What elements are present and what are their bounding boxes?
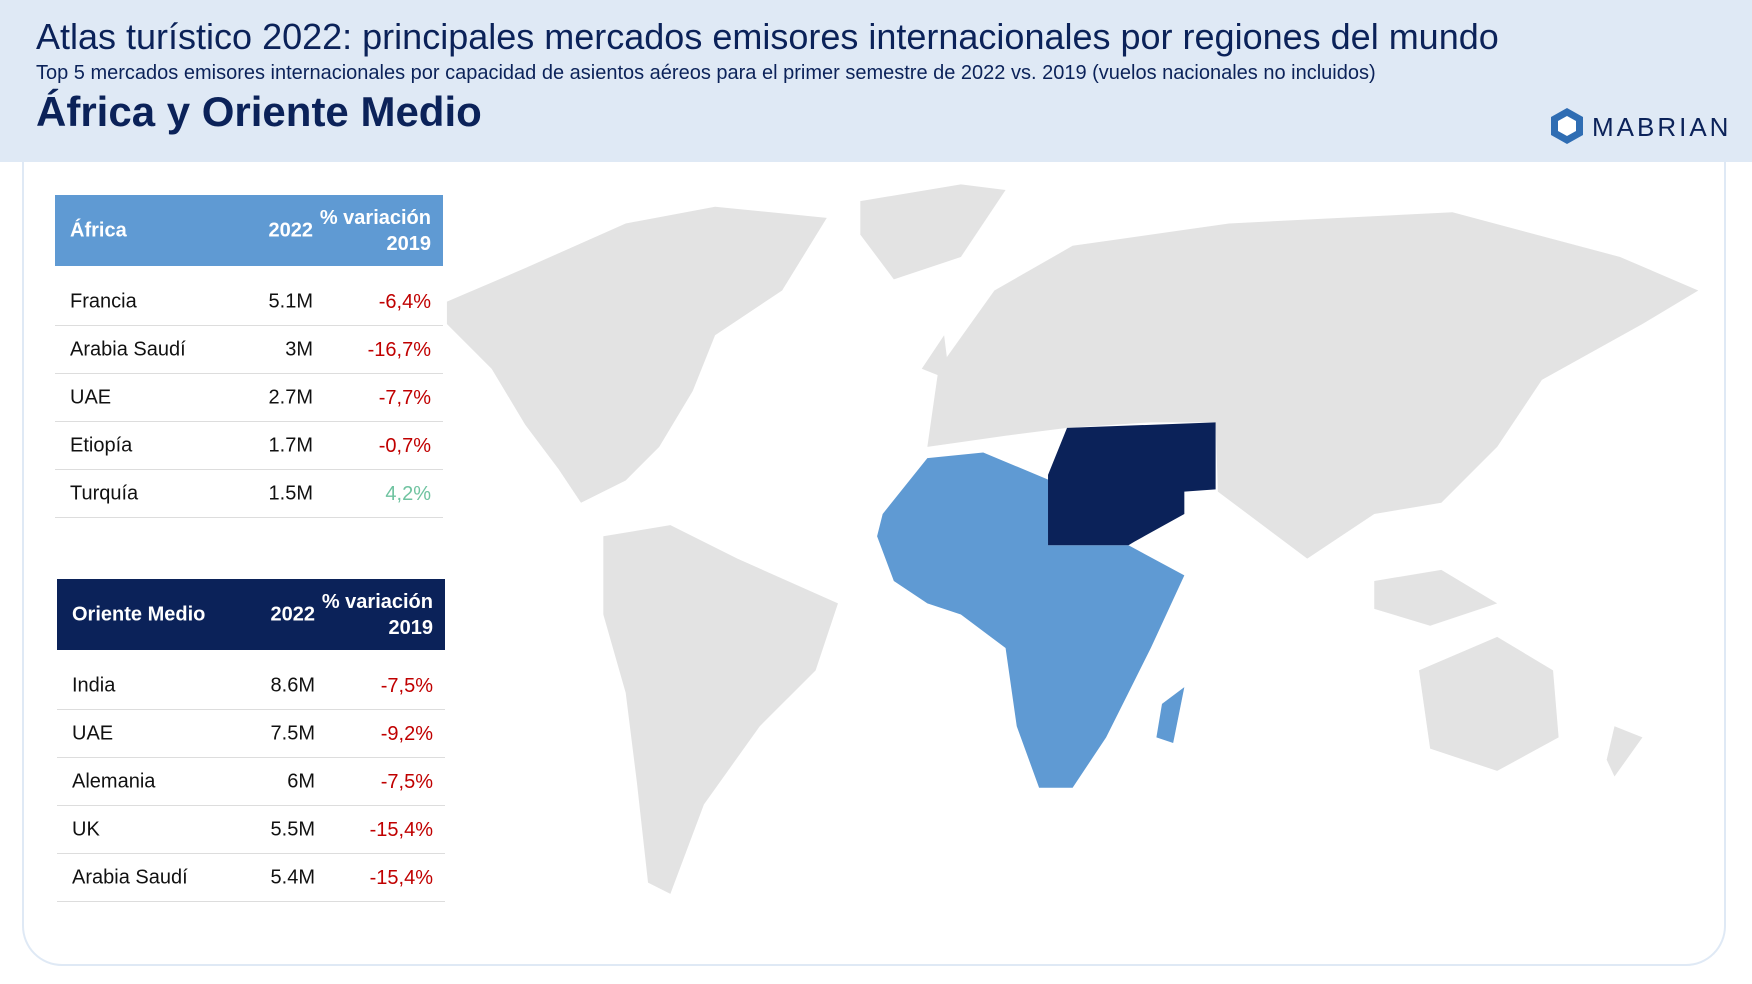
cell: -15,4% — [369, 818, 433, 841]
header-cell: África — [70, 219, 127, 241]
table-header: Oriente Medio 2022% variación 2019 — [57, 579, 445, 650]
cell: -7,7% — [378, 386, 431, 409]
table-row: Francia 5.1M -6,4% — [55, 278, 443, 326]
header-cell: 2022 — [268, 219, 314, 241]
cell: -7,5% — [380, 674, 433, 697]
cell: UAE — [70, 386, 112, 408]
cell: Etiopía — [70, 434, 133, 456]
cell: Francia — [70, 290, 137, 312]
cell: 5.1M — [268, 290, 313, 312]
cell: 8.6M — [270, 674, 315, 696]
cell: -0,7% — [378, 434, 431, 457]
logo-icon — [1551, 108, 1583, 144]
header-cell: % variación 2019 — [319, 206, 431, 255]
table-row: UK 5.5M -15,4% — [57, 806, 445, 854]
region-title: África y Oriente Medio — [36, 88, 482, 135]
cell: 5.4M — [270, 866, 315, 888]
cell: 1.7M — [268, 434, 313, 456]
card — [22, 150, 1726, 966]
title: Atlas turístico 2022: principales mercad… — [36, 16, 1499, 57]
cell: -6,4% — [378, 290, 431, 313]
table-row: UAE 7.5M -9,2% — [57, 710, 445, 758]
header-cell: 2022 — [270, 603, 316, 625]
cell: 1.5M — [268, 482, 313, 504]
header — [0, 0, 1752, 162]
table-row: Arabia Saudí 5.4M -15,4% — [57, 854, 445, 902]
cell: UK — [72, 818, 100, 840]
table-africa: África 2022% variación 2019 Francia 5.1M -6,… — [55, 195, 443, 518]
table-row: Turquía 1.5M 4,2% — [55, 470, 443, 518]
table-row: UAE 2.7M -7,7% — [55, 374, 443, 422]
header-cell: Oriente Medio — [72, 603, 206, 625]
table-row: Alemania 6M -7,5% — [57, 758, 445, 806]
table-middle-east: Oriente Medio 2022% variación 2019 India 8.… — [57, 579, 445, 902]
cell: Arabia Saudí — [72, 866, 188, 888]
cell: 6M — [287, 770, 315, 792]
cell: Arabia Saudí — [70, 338, 186, 360]
cell: -15,4% — [369, 866, 433, 889]
cell: 4,2% — [385, 482, 431, 505]
cell: Turquía — [70, 482, 139, 504]
cell: -7,5% — [380, 770, 433, 793]
table-row: Etiopía 1.7M -0,7% — [55, 422, 443, 470]
logo: MABRIAN — [1592, 112, 1732, 142]
header-cell: % variación 2019 — [321, 590, 433, 639]
cell: 5.5M — [270, 818, 315, 840]
cell: India — [72, 674, 116, 696]
cell: -16,7% — [367, 338, 431, 361]
cell: Alemania — [72, 770, 156, 792]
cell: 3M — [285, 338, 313, 360]
subtitle: Top 5 mercados emisores internacionales … — [36, 62, 1376, 84]
cell: UAE — [72, 722, 114, 744]
cell: 2.7M — [268, 386, 313, 408]
table-row: India 8.6M -7,5% — [57, 662, 445, 710]
table-header: África 2022% variación 2019 — [55, 195, 443, 266]
cell: 7.5M — [270, 722, 315, 744]
table-row: Arabia Saudí 3M -16,7% — [55, 326, 443, 374]
cell: -9,2% — [380, 722, 433, 745]
